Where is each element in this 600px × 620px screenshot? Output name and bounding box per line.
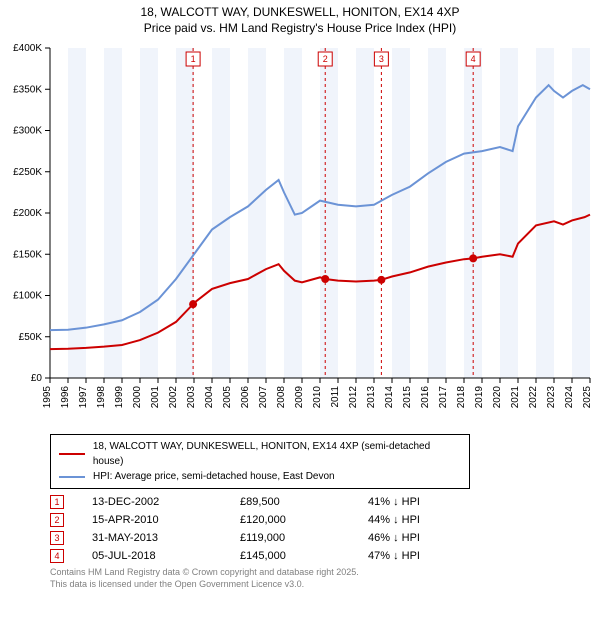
svg-text:2000: 2000 bbox=[132, 386, 143, 409]
svg-text:2020: 2020 bbox=[492, 386, 503, 409]
sale-row: 1 13-DEC-2002 £89,500 41% ↓ HPI bbox=[50, 495, 590, 509]
svg-text:2014: 2014 bbox=[384, 386, 395, 409]
chart-title: 18, WALCOTT WAY, DUNKESWELL, HONITON, EX… bbox=[0, 0, 600, 38]
svg-text:£250K: £250K bbox=[13, 167, 42, 178]
sale-price: £89,500 bbox=[240, 496, 340, 508]
sale-price: £119,000 bbox=[240, 532, 340, 544]
svg-text:£50K: £50K bbox=[19, 332, 43, 343]
svg-text:1997: 1997 bbox=[78, 386, 89, 409]
svg-text:2: 2 bbox=[323, 54, 328, 64]
svg-text:2009: 2009 bbox=[294, 386, 305, 409]
title-line-2: Price paid vs. HM Land Registry's House … bbox=[0, 20, 600, 36]
svg-text:2007: 2007 bbox=[258, 386, 269, 409]
svg-text:2025: 2025 bbox=[582, 386, 593, 409]
svg-text:2005: 2005 bbox=[222, 386, 233, 409]
svg-text:1998: 1998 bbox=[96, 386, 107, 409]
svg-text:2008: 2008 bbox=[276, 386, 287, 409]
title-line-1: 18, WALCOTT WAY, DUNKESWELL, HONITON, EX… bbox=[0, 4, 600, 20]
svg-text:2010: 2010 bbox=[312, 386, 323, 409]
sale-hpi: 44% ↓ HPI bbox=[368, 514, 468, 526]
sale-row: 4 05-JUL-2018 £145,000 47% ↓ HPI bbox=[50, 549, 590, 563]
sale-marker: 1 bbox=[50, 495, 64, 509]
legend-label-hpi: HPI: Average price, semi-detached house,… bbox=[93, 469, 335, 484]
svg-text:2012: 2012 bbox=[348, 386, 359, 409]
legend: 18, WALCOTT WAY, DUNKESWELL, HONITON, EX… bbox=[50, 434, 470, 489]
svg-text:3: 3 bbox=[379, 54, 384, 64]
svg-text:£100K: £100K bbox=[13, 291, 42, 302]
footer: Contains HM Land Registry data © Crown c… bbox=[50, 567, 590, 590]
svg-text:2022: 2022 bbox=[528, 386, 539, 409]
sale-price: £145,000 bbox=[240, 550, 340, 562]
svg-text:£400K: £400K bbox=[13, 43, 42, 54]
svg-text:£0: £0 bbox=[31, 373, 43, 384]
footer-line-2: This data is licensed under the Open Gov… bbox=[50, 579, 590, 591]
sale-marker: 3 bbox=[50, 531, 64, 545]
sale-hpi: 47% ↓ HPI bbox=[368, 550, 468, 562]
legend-swatch-property bbox=[59, 453, 85, 455]
chart-svg: 1 2 3 4 £0 £50K £100K £150K £200K £250K £300K £350K… bbox=[0, 38, 600, 428]
svg-text:2017: 2017 bbox=[438, 386, 449, 409]
svg-text:2011: 2011 bbox=[330, 386, 341, 408]
sale-marker: 4 bbox=[50, 549, 64, 563]
legend-swatch-hpi bbox=[59, 476, 85, 478]
legend-label-property: 18, WALCOTT WAY, DUNKESWELL, HONITON, EX… bbox=[93, 439, 461, 469]
chart-plot: 1 2 3 4 £0 £50K £100K £150K £200K £250K £300K £350K… bbox=[0, 38, 600, 428]
sale-date: 05-JUL-2018 bbox=[92, 550, 212, 562]
svg-text:2023: 2023 bbox=[546, 386, 557, 409]
sale-date: 15-APR-2010 bbox=[92, 514, 212, 526]
svg-text:1: 1 bbox=[191, 54, 196, 64]
legend-item-property: 18, WALCOTT WAY, DUNKESWELL, HONITON, EX… bbox=[59, 439, 461, 469]
svg-text:2016: 2016 bbox=[420, 386, 431, 409]
svg-text:£300K: £300K bbox=[13, 126, 42, 137]
sale-row: 3 31-MAY-2013 £119,000 46% ↓ HPI bbox=[50, 531, 590, 545]
svg-text:2003: 2003 bbox=[186, 386, 197, 409]
svg-text:£200K: £200K bbox=[13, 208, 42, 219]
svg-text:£150K: £150K bbox=[13, 250, 42, 261]
sale-marker: 2 bbox=[50, 513, 64, 527]
sale-hpi: 41% ↓ HPI bbox=[368, 496, 468, 508]
svg-text:2019: 2019 bbox=[474, 386, 485, 409]
svg-text:2018: 2018 bbox=[456, 386, 467, 409]
svg-text:2002: 2002 bbox=[168, 386, 179, 409]
chart-container: 18, WALCOTT WAY, DUNKESWELL, HONITON, EX… bbox=[0, 0, 600, 591]
sale-date: 31-MAY-2013 bbox=[92, 532, 212, 544]
sales-table: 1 13-DEC-2002 £89,500 41% ↓ HPI 2 15-APR-2010… bbox=[50, 495, 590, 563]
svg-text:2006: 2006 bbox=[240, 386, 251, 409]
sale-row: 2 15-APR-2010 £120,000 44% ↓ HPI bbox=[50, 513, 590, 527]
svg-text:2001: 2001 bbox=[150, 386, 161, 409]
svg-text:£350K: £350K bbox=[13, 85, 42, 96]
sale-date: 13-DEC-2002 bbox=[92, 496, 212, 508]
svg-text:2015: 2015 bbox=[402, 386, 413, 409]
svg-text:1995: 1995 bbox=[42, 386, 53, 409]
svg-text:2024: 2024 bbox=[564, 386, 575, 409]
svg-text:2013: 2013 bbox=[366, 386, 377, 409]
sale-hpi: 46% ↓ HPI bbox=[368, 532, 468, 544]
svg-text:4: 4 bbox=[471, 54, 476, 64]
sale-price: £120,000 bbox=[240, 514, 340, 526]
svg-text:2021: 2021 bbox=[510, 386, 521, 409]
svg-text:2004: 2004 bbox=[204, 386, 215, 409]
svg-text:1996: 1996 bbox=[60, 386, 71, 409]
svg-text:1999: 1999 bbox=[114, 386, 125, 409]
legend-item-hpi: HPI: Average price, semi-detached house,… bbox=[59, 469, 461, 484]
footer-line-1: Contains HM Land Registry data © Crown c… bbox=[50, 567, 590, 579]
